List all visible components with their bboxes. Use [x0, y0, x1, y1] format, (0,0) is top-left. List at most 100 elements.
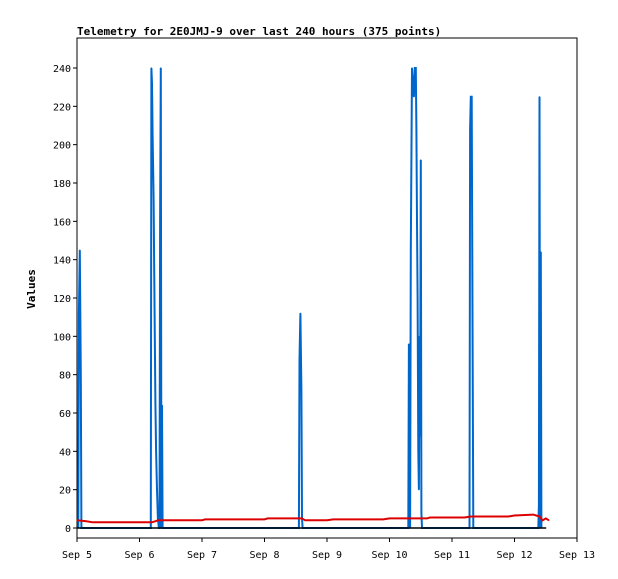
chart-title: Telemetry for 2E0JMJ-9 over last 240 hou… — [77, 25, 441, 38]
data-point — [538, 96, 541, 98]
x-tick-label: Sep 6 — [124, 550, 154, 561]
data-point — [299, 312, 301, 314]
x-tick-label: Sep 12 — [496, 550, 532, 561]
data-point — [300, 389, 302, 391]
data-point — [304, 519, 306, 521]
data-point — [410, 251, 412, 253]
y-tick-label: 40 — [59, 447, 71, 458]
data-point — [159, 220, 161, 222]
data-point — [263, 518, 266, 521]
data-point — [545, 517, 547, 520]
y-axis-label: Values — [25, 269, 38, 309]
data-point — [154, 402, 156, 404]
data-point — [545, 527, 547, 529]
data-point — [151, 82, 153, 84]
y-tick-label: 100 — [53, 332, 71, 343]
data-point — [538, 504, 540, 506]
data-point — [408, 343, 410, 345]
data-point — [470, 515, 472, 518]
data-point — [507, 515, 509, 518]
data-point — [414, 67, 416, 69]
data-point — [76, 519, 78, 521]
x-tick-label: Sep 13 — [559, 550, 595, 561]
data-point — [151, 521, 153, 523]
data-point — [154, 335, 156, 337]
y-tick-label: 0 — [65, 524, 71, 535]
series-layer — [76, 67, 550, 529]
data-point — [160, 67, 162, 69]
y-tick-label: 220 — [53, 102, 71, 113]
x-tick-label: Sep 8 — [249, 550, 279, 561]
data-point — [156, 489, 158, 491]
y-tick-label: 140 — [53, 256, 71, 267]
data-point — [326, 519, 328, 521]
x-tick-label: Sep 7 — [187, 550, 217, 561]
y-tick-label: 180 — [53, 179, 71, 190]
data-point — [154, 520, 156, 522]
data-point — [538, 515, 541, 518]
data-point — [420, 159, 422, 161]
y-tick-label: 160 — [53, 217, 71, 228]
x-axis-ticks: Sep 5 Sep 6 Sep 7 Sep 8 Sep 9 Sep 10 Sep 11 Sep… — [62, 538, 595, 561]
data-point — [201, 519, 203, 521]
data-point — [298, 358, 301, 360]
x-tick-label: Sep 5 — [62, 550, 92, 561]
data-point — [408, 435, 411, 437]
data-point — [532, 514, 534, 516]
data-point — [157, 519, 159, 521]
data-point — [429, 516, 431, 519]
data-point — [332, 518, 334, 521]
data-point — [155, 450, 157, 452]
y-axis-ticks: 0 20 40 60 80 100 120 140 160 180 200 220 240 — [53, 64, 77, 535]
data-point — [417, 450, 419, 452]
y-tick-label: 120 — [53, 294, 71, 305]
data-point — [152, 134, 154, 136]
data-point — [426, 517, 428, 520]
data-point — [412, 82, 414, 84]
data-point — [472, 343, 474, 345]
data-point — [204, 518, 206, 521]
y-tick-label: 60 — [59, 409, 71, 420]
data-point — [418, 489, 420, 491]
data-point — [418, 335, 421, 337]
x-tick-label: Sep 10 — [371, 550, 407, 561]
data-point — [471, 96, 473, 98]
data-point — [153, 268, 155, 270]
data-point — [470, 96, 472, 98]
y-tick-label: 240 — [53, 64, 71, 75]
y-tick-label: 200 — [53, 141, 71, 152]
data-point — [382, 518, 384, 521]
data-point — [388, 517, 391, 520]
data-point — [413, 96, 415, 98]
data-point — [76, 527, 78, 529]
data-point — [416, 220, 418, 222]
data-point — [161, 404, 163, 406]
data-point — [463, 516, 466, 519]
data-point — [78, 312, 80, 314]
data-point — [420, 512, 422, 514]
data-point — [513, 514, 516, 517]
data-point — [150, 67, 152, 69]
data-point — [417, 297, 419, 299]
data-point — [419, 435, 421, 437]
data-point — [415, 67, 417, 69]
y-tick-label: 20 — [59, 486, 71, 497]
data-point — [411, 67, 413, 69]
x-tick-label: Sep 9 — [312, 550, 342, 561]
y-tick-label: 80 — [59, 371, 71, 382]
data-point — [80, 374, 82, 376]
data-point — [157, 517, 159, 520]
data-point — [542, 519, 544, 521]
data-point — [79, 249, 81, 251]
data-point — [540, 251, 542, 253]
x-tick-label: Sep 11 — [434, 550, 470, 561]
data-point — [415, 128, 417, 130]
data-point — [153, 197, 155, 199]
data-point — [92, 521, 94, 523]
data-point — [267, 517, 269, 520]
data-point — [548, 519, 550, 521]
data-point — [469, 128, 471, 130]
data-point — [85, 520, 87, 522]
data-point — [301, 517, 303, 520]
